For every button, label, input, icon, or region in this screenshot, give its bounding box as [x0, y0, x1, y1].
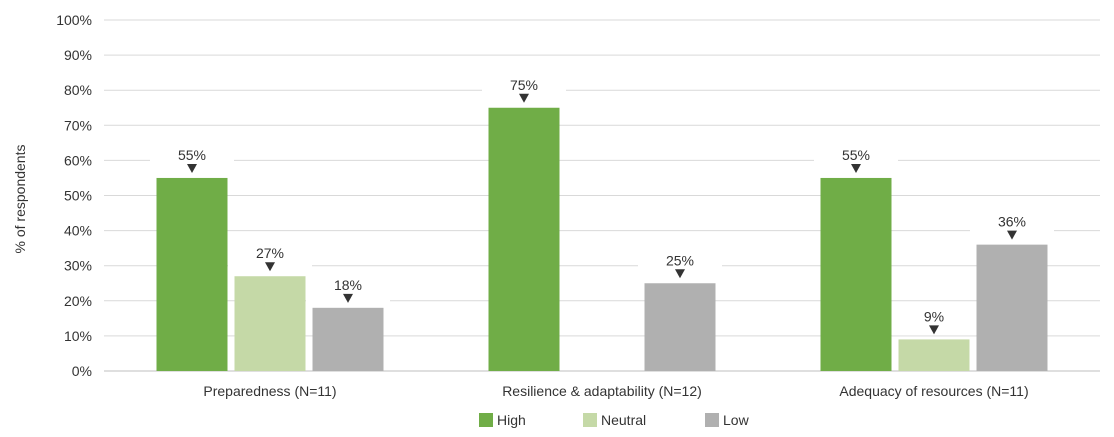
y-tick-label: 20% [64, 293, 92, 309]
y-tick-label: 60% [64, 152, 92, 168]
legend: High Neutral Low [479, 412, 750, 428]
data-label: 55% [178, 147, 206, 163]
data-label-pointer-icon [851, 163, 861, 173]
data-label-pointer-icon [1007, 230, 1017, 240]
data-label-pointer-icon [929, 325, 939, 335]
y-tick-label: 90% [64, 47, 92, 63]
bar-neutral [234, 276, 306, 371]
bar-neutral [898, 339, 970, 371]
data-label-pointer-icon [343, 293, 353, 303]
x-category-label: Preparedness (N=11) [203, 383, 336, 399]
legend-swatch-neutral [583, 413, 597, 427]
y-tick-label: 80% [64, 82, 92, 98]
bars [156, 107, 1048, 371]
data-label: 27% [256, 245, 284, 261]
y-tick-label: 40% [64, 223, 92, 239]
bar-low [976, 244, 1048, 371]
bar-low [644, 283, 716, 371]
x-category-label: Adequacy of resources (N=11) [839, 383, 1028, 399]
y-tick-label: 50% [64, 188, 92, 204]
y-tick-label: 30% [64, 258, 92, 274]
bar-high [820, 177, 892, 371]
bar-high [488, 107, 560, 371]
bar-low [312, 307, 384, 371]
x-category-label: Resilience & adaptability (N=12) [502, 383, 702, 399]
data-label-pointer-icon [187, 163, 197, 173]
y-tick-label: 0% [72, 363, 92, 379]
legend-label-high: High [497, 412, 526, 428]
legend-swatch-high [479, 413, 493, 427]
bar-high [156, 177, 228, 371]
data-label: 25% [666, 252, 694, 268]
data-label-pointer-icon [265, 262, 275, 272]
y-axis-label: % of respondents [12, 145, 28, 254]
legend-label-low: Low [723, 412, 750, 428]
data-label: 36% [998, 214, 1026, 230]
y-tick-label: 70% [64, 117, 92, 133]
y-tick-label: 100% [56, 12, 92, 28]
data-label: 18% [334, 277, 362, 293]
data-label: 9% [924, 308, 944, 324]
data-label: 55% [842, 147, 870, 163]
x-axis-categories: Preparedness (N=11) Resilience & adaptabi… [203, 383, 1028, 399]
y-axis-ticks: 0% 10% 20% 30% 40% 50% 60% 70% 80% 90% 100% [56, 12, 92, 379]
legend-label-neutral: Neutral [601, 412, 646, 428]
data-label-pointer-icon [675, 269, 685, 279]
data-label-pointer-icon [519, 93, 529, 103]
legend-swatch-low [705, 413, 719, 427]
y-tick-label: 10% [64, 328, 92, 344]
data-label: 75% [510, 77, 538, 93]
data-labels: 55% 27% 18% 75% 25% 55% 9% 36% [150, 73, 1054, 336]
